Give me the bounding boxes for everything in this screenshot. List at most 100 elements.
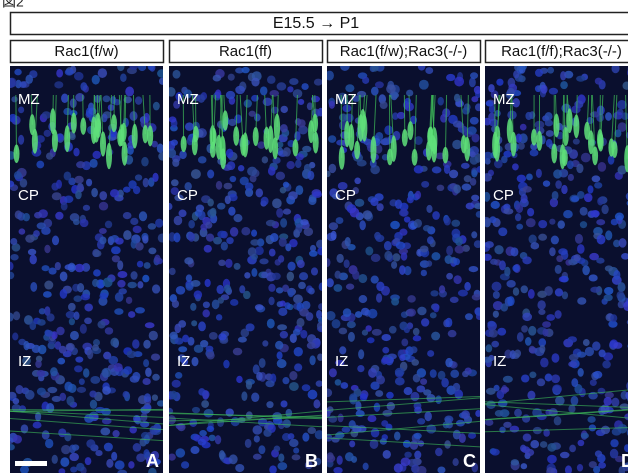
nucleus [302, 432, 309, 441]
neuron [348, 124, 354, 151]
nucleus [329, 222, 338, 230]
nucleus [123, 212, 132, 219]
nucleus [186, 274, 192, 282]
nucleus [433, 304, 439, 313]
nucleus [130, 218, 138, 225]
neuron [536, 131, 542, 151]
panel-title: Rac1(ff) [219, 43, 272, 60]
nucleus [316, 310, 322, 319]
nucleus [93, 250, 101, 257]
nucleus [224, 285, 231, 294]
nucleus [504, 267, 510, 277]
nucleus [99, 228, 107, 234]
nucleus [6, 181, 14, 188]
nucleus [192, 357, 199, 366]
nucleus [605, 112, 612, 121]
nucleus [148, 247, 156, 254]
nucleus [251, 392, 259, 402]
neuron [531, 129, 537, 146]
nucleus [582, 265, 590, 275]
nucleus [148, 223, 156, 229]
nucleus [302, 146, 311, 152]
nucleus [617, 282, 625, 292]
nucleus [568, 336, 577, 343]
nucleus [317, 247, 326, 255]
nucleus [404, 452, 412, 458]
nucleus [213, 75, 221, 82]
nucleus [514, 350, 521, 358]
nucleus [135, 307, 145, 313]
nucleus [185, 122, 194, 131]
nucleus [28, 249, 36, 256]
nucleus [611, 64, 619, 74]
nucleus [117, 62, 124, 71]
nucleus [143, 178, 149, 187]
nucleus [444, 165, 450, 174]
nucleus [281, 106, 288, 113]
nucleus [395, 377, 405, 385]
nucleus [167, 87, 176, 97]
nucleus [198, 439, 206, 446]
nucleus [105, 221, 112, 229]
nucleus [13, 398, 20, 404]
nucleus [514, 409, 522, 417]
nucleus [42, 265, 50, 271]
neuron [567, 108, 573, 133]
nucleus [521, 285, 528, 293]
nucleus [546, 130, 554, 137]
nucleus [543, 329, 549, 337]
nucleus [598, 388, 606, 395]
nucleus [178, 346, 187, 352]
nucleus [217, 203, 225, 210]
nucleus [229, 454, 238, 464]
nucleus [477, 166, 483, 173]
nucleus [486, 344, 493, 352]
nucleus [6, 272, 14, 280]
neuron [507, 118, 513, 143]
nucleus [589, 274, 598, 281]
nucleus [184, 257, 193, 264]
nucleus [52, 192, 62, 200]
nucleus [50, 367, 58, 376]
nucleus [36, 161, 44, 169]
nucleus [47, 313, 55, 321]
nucleus [70, 466, 77, 472]
panel-letter: B [305, 451, 318, 471]
nucleus [244, 99, 252, 107]
micrograph [322, 61, 483, 473]
nucleus [568, 174, 574, 181]
nucleus [56, 180, 62, 189]
neuron [32, 129, 38, 154]
neuron [253, 127, 259, 146]
nucleus [171, 139, 178, 145]
nucleus [495, 110, 501, 117]
nucleus [414, 451, 421, 460]
layer-label: CP [18, 187, 39, 204]
nucleus [84, 317, 92, 324]
nucleus [92, 344, 99, 351]
nucleus [123, 186, 131, 192]
nucleus [278, 453, 284, 461]
nucleus [259, 358, 266, 368]
nucleus [526, 218, 536, 227]
nucleus [289, 439, 299, 447]
nucleus [176, 286, 186, 295]
neuron [91, 116, 97, 144]
nucleus [486, 388, 496, 395]
nucleus [445, 358, 452, 367]
nucleus [25, 235, 34, 243]
nucleus [596, 258, 604, 264]
nucleus [315, 430, 324, 439]
nucleus [426, 260, 432, 266]
nucleus [34, 212, 42, 219]
nucleus [545, 112, 553, 120]
nucleus [518, 142, 525, 149]
nucleus [54, 81, 63, 88]
nucleus [99, 191, 107, 200]
nucleus [85, 457, 92, 465]
nucleus [92, 151, 101, 159]
nucleus [84, 303, 93, 311]
nucleus [128, 311, 135, 318]
nucleus [543, 180, 550, 187]
neuron [210, 142, 216, 158]
